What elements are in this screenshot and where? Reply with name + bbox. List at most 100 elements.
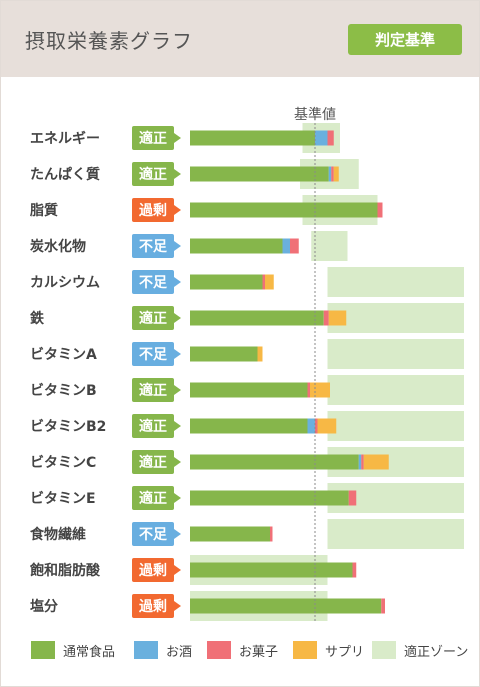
normal-food-segment	[190, 454, 359, 470]
legend-sweets: お菓子	[207, 639, 278, 661]
status-badge-pointer	[174, 529, 181, 539]
alcohol-segment	[315, 130, 328, 146]
status-badge-label: 適正	[139, 490, 167, 507]
sweets-segment	[270, 526, 273, 542]
legend-label: お酒	[166, 644, 193, 660]
sweets-segment	[361, 454, 364, 470]
legend-alcohol: お酒	[134, 639, 192, 661]
supplement-segment	[317, 418, 337, 434]
legend-label: 適正ゾーン	[404, 644, 469, 660]
status-badge	[132, 378, 174, 402]
normal-food-segment	[190, 202, 378, 218]
supplement-segment	[257, 346, 263, 362]
legend-swatch	[372, 641, 396, 659]
sweets-segment	[352, 562, 357, 578]
sweets-segment	[290, 238, 299, 254]
legend-optimal-zone: 適正ゾーン	[372, 639, 468, 661]
normal-food-segment	[190, 274, 263, 290]
legend-normal-food: 通常食品	[31, 639, 115, 661]
status-badge-label: 適正	[139, 454, 167, 471]
legend-label: サプリ	[325, 644, 365, 660]
nutrient-label: 食物繊維	[30, 526, 86, 543]
supplement-segment	[333, 166, 339, 182]
sweets-segment	[327, 130, 334, 146]
status-badge-label: 適正	[139, 130, 167, 147]
optimal-zone-band	[327, 303, 464, 333]
status-badge-pointer	[174, 169, 181, 179]
nutrient-label: たんぱく質	[30, 166, 100, 183]
normal-food-segment	[190, 418, 308, 434]
optimal-zone-band	[327, 411, 464, 441]
status-badge	[132, 594, 174, 618]
supplement-segment	[363, 454, 389, 470]
normal-food-segment	[190, 526, 270, 542]
legend-supplement: サプリ	[293, 639, 364, 661]
status-badge	[132, 414, 174, 438]
status-badge-pointer	[174, 493, 181, 503]
legend-label: 通常食品	[63, 644, 116, 660]
judge-criteria-button[interactable]: 判定基準	[348, 24, 462, 55]
status-badge	[132, 486, 174, 510]
status-badge-pointer	[174, 277, 181, 287]
alcohol-segment	[307, 418, 315, 434]
nutrient-label: ビタミンB	[30, 383, 97, 399]
sweets-segment	[323, 310, 329, 326]
normal-food-segment	[190, 310, 324, 326]
nutrient-label: 飽和脂肪酸	[29, 562, 101, 579]
status-badge-label: 適正	[139, 418, 167, 435]
legend-swatch	[31, 641, 55, 659]
nutrient-label: ビタミンA	[30, 347, 97, 363]
optimal-zone-band	[327, 519, 464, 549]
status-badge	[132, 342, 174, 366]
nutrient-label: ビタミンE	[30, 491, 96, 507]
legend-label: お菓子	[239, 644, 279, 660]
status-badge-label: 不足	[139, 239, 168, 255]
supplement-segment	[265, 274, 274, 290]
status-badge-pointer	[174, 349, 181, 359]
status-badge-label: 不足	[139, 275, 168, 291]
alcohol-segment	[282, 238, 290, 254]
normal-food-segment	[190, 598, 382, 614]
nutrient-label: エネルギー	[30, 130, 100, 147]
status-badge-label: 過剰	[138, 202, 167, 219]
status-badge	[132, 450, 174, 474]
status-badge	[132, 558, 174, 582]
alcohol-segment	[328, 166, 332, 182]
legend-swatch	[207, 641, 231, 659]
status-badge-pointer	[174, 421, 181, 431]
optimal-zone-band	[327, 339, 464, 369]
status-badge-pointer	[174, 385, 181, 395]
normal-food-segment	[190, 166, 329, 182]
normal-food-segment	[190, 382, 308, 398]
sweets-segment	[262, 274, 265, 290]
status-badge-label: 適正	[139, 310, 167, 327]
status-badge-label: 過剰	[138, 598, 167, 615]
status-badge-label: 不足	[139, 527, 168, 543]
nutrient-label: 鉄	[30, 310, 45, 327]
sweets-segment	[377, 202, 383, 218]
supplement-segment	[328, 310, 347, 326]
status-badge-label: 適正	[139, 382, 167, 399]
status-badge-pointer	[174, 601, 181, 611]
sweets-segment	[307, 382, 310, 398]
nutrient-label: 脂質	[29, 202, 58, 219]
status-badge-pointer	[174, 133, 181, 143]
status-badge-pointer	[174, 241, 181, 251]
status-badge-pointer	[174, 205, 181, 215]
nutrient-label: 炭水化物	[30, 238, 86, 255]
status-badge	[132, 270, 174, 294]
status-badge	[132, 306, 174, 330]
legend-swatch	[293, 641, 317, 659]
status-badge-label: 過剰	[138, 562, 167, 579]
normal-food-segment	[190, 130, 315, 146]
reference-label: 基準値	[294, 106, 336, 123]
nutrient-label: ビタミンC	[30, 455, 96, 471]
status-badge-pointer	[174, 565, 181, 575]
status-badge	[132, 522, 174, 546]
panel-header: 摂取栄養素グラフ 判定基準	[1, 1, 479, 77]
page-title: 摂取栄養素グラフ	[25, 29, 193, 53]
status-badge	[132, 198, 174, 222]
sweets-segment	[381, 598, 385, 614]
